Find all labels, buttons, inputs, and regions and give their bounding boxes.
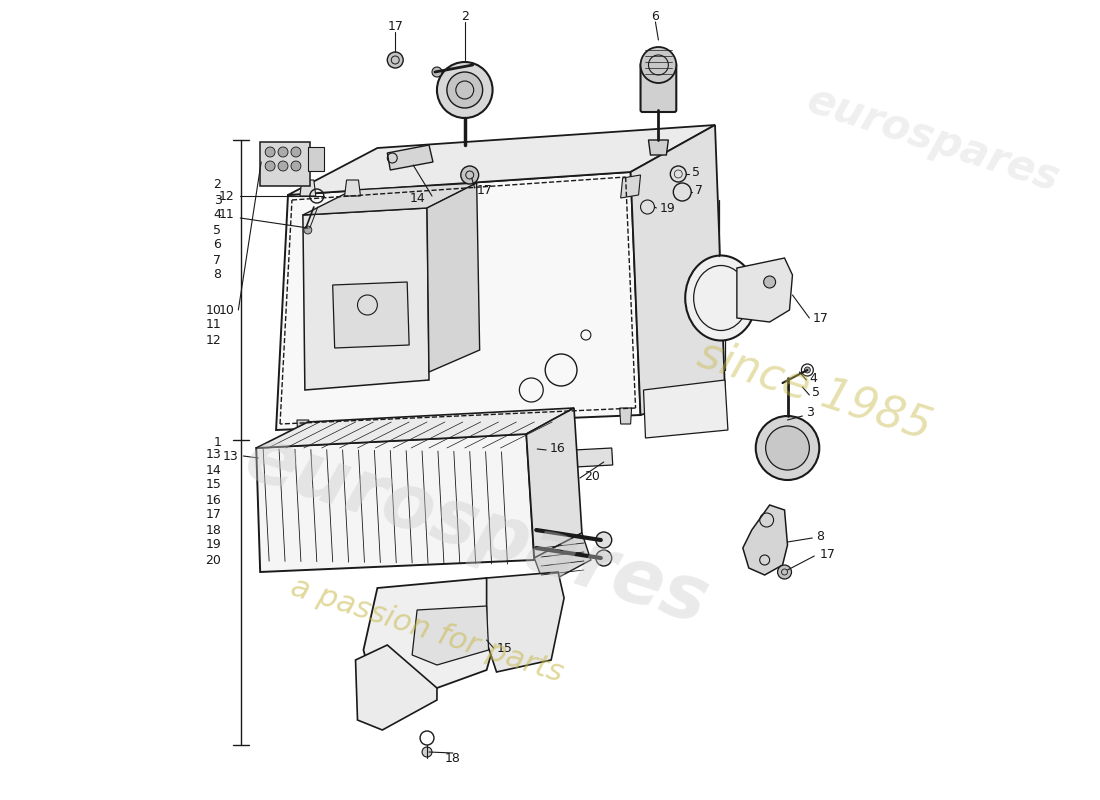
Text: 18: 18: [206, 523, 221, 537]
Text: 12: 12: [206, 334, 221, 346]
Text: 1: 1: [213, 435, 221, 449]
Text: 20: 20: [206, 554, 221, 566]
Text: a passion for parts: a passion for parts: [287, 572, 566, 688]
Polygon shape: [649, 140, 669, 155]
Text: 17: 17: [476, 183, 493, 197]
Circle shape: [265, 161, 275, 171]
Polygon shape: [644, 380, 728, 438]
Text: 15: 15: [206, 478, 221, 491]
Text: since 1985: since 1985: [692, 332, 936, 448]
Text: 8: 8: [816, 530, 824, 542]
Text: 17: 17: [812, 311, 828, 325]
Text: 3: 3: [806, 406, 814, 419]
Text: 14: 14: [206, 463, 221, 477]
Polygon shape: [619, 408, 631, 424]
Polygon shape: [302, 183, 476, 215]
Circle shape: [778, 565, 792, 579]
Text: 7: 7: [695, 185, 703, 198]
Text: 16: 16: [549, 442, 565, 454]
Text: 16: 16: [206, 494, 221, 506]
Polygon shape: [302, 208, 429, 390]
Circle shape: [596, 550, 612, 566]
Polygon shape: [427, 183, 480, 372]
Text: 11: 11: [206, 318, 221, 331]
Circle shape: [640, 47, 676, 83]
Polygon shape: [344, 180, 361, 196]
Polygon shape: [486, 572, 564, 672]
Text: 11: 11: [219, 209, 234, 222]
Circle shape: [461, 166, 478, 184]
Text: 4: 4: [810, 371, 817, 385]
Polygon shape: [276, 172, 640, 430]
Circle shape: [304, 226, 311, 234]
Text: 17: 17: [206, 509, 221, 522]
Polygon shape: [535, 533, 591, 585]
Text: eurospares: eurospares: [802, 79, 1065, 201]
Text: eurospares: eurospares: [235, 420, 717, 640]
Text: 13: 13: [222, 450, 239, 462]
Circle shape: [387, 52, 404, 68]
Ellipse shape: [685, 255, 757, 341]
Text: 17: 17: [820, 547, 835, 561]
FancyBboxPatch shape: [308, 147, 323, 171]
Circle shape: [278, 161, 288, 171]
Polygon shape: [297, 420, 309, 436]
Polygon shape: [288, 125, 715, 195]
Text: 3: 3: [213, 194, 221, 206]
Text: 5: 5: [213, 223, 221, 237]
Polygon shape: [526, 408, 582, 558]
Text: 14: 14: [409, 191, 425, 205]
Text: 2: 2: [461, 10, 469, 22]
Text: 15: 15: [496, 642, 513, 654]
Polygon shape: [620, 175, 640, 198]
Text: 2: 2: [213, 178, 221, 191]
Circle shape: [292, 147, 301, 157]
Text: 18: 18: [444, 751, 461, 765]
Circle shape: [804, 367, 811, 373]
Polygon shape: [412, 606, 488, 665]
Text: 8: 8: [213, 269, 221, 282]
Text: 19: 19: [206, 538, 221, 551]
FancyBboxPatch shape: [261, 142, 310, 186]
Circle shape: [447, 72, 483, 108]
Polygon shape: [630, 125, 725, 415]
Polygon shape: [256, 434, 535, 572]
Polygon shape: [342, 424, 353, 440]
Polygon shape: [742, 505, 788, 575]
Polygon shape: [332, 282, 409, 348]
Text: 12: 12: [219, 190, 234, 202]
Circle shape: [432, 67, 442, 77]
FancyBboxPatch shape: [640, 63, 676, 112]
Circle shape: [437, 62, 493, 118]
Polygon shape: [387, 145, 433, 170]
Circle shape: [766, 426, 810, 470]
Circle shape: [756, 416, 820, 480]
Text: 4: 4: [213, 209, 221, 222]
Polygon shape: [355, 645, 437, 730]
Polygon shape: [300, 180, 316, 196]
Circle shape: [763, 276, 776, 288]
Text: 19: 19: [659, 202, 675, 214]
Polygon shape: [363, 578, 495, 688]
Polygon shape: [574, 448, 613, 467]
Circle shape: [292, 161, 301, 171]
Text: 10: 10: [206, 303, 221, 317]
Text: 6: 6: [651, 10, 659, 22]
Polygon shape: [737, 258, 792, 322]
Text: 5: 5: [692, 166, 701, 178]
Text: 7: 7: [213, 254, 221, 266]
Text: 13: 13: [206, 449, 221, 462]
Text: 17: 17: [387, 19, 404, 33]
Text: 20: 20: [584, 470, 600, 482]
Text: 6: 6: [213, 238, 221, 251]
Circle shape: [265, 147, 275, 157]
Circle shape: [596, 532, 612, 548]
Text: 5: 5: [812, 386, 821, 399]
Text: 10: 10: [219, 303, 234, 317]
Circle shape: [278, 147, 288, 157]
Polygon shape: [256, 408, 574, 448]
Circle shape: [422, 747, 432, 757]
